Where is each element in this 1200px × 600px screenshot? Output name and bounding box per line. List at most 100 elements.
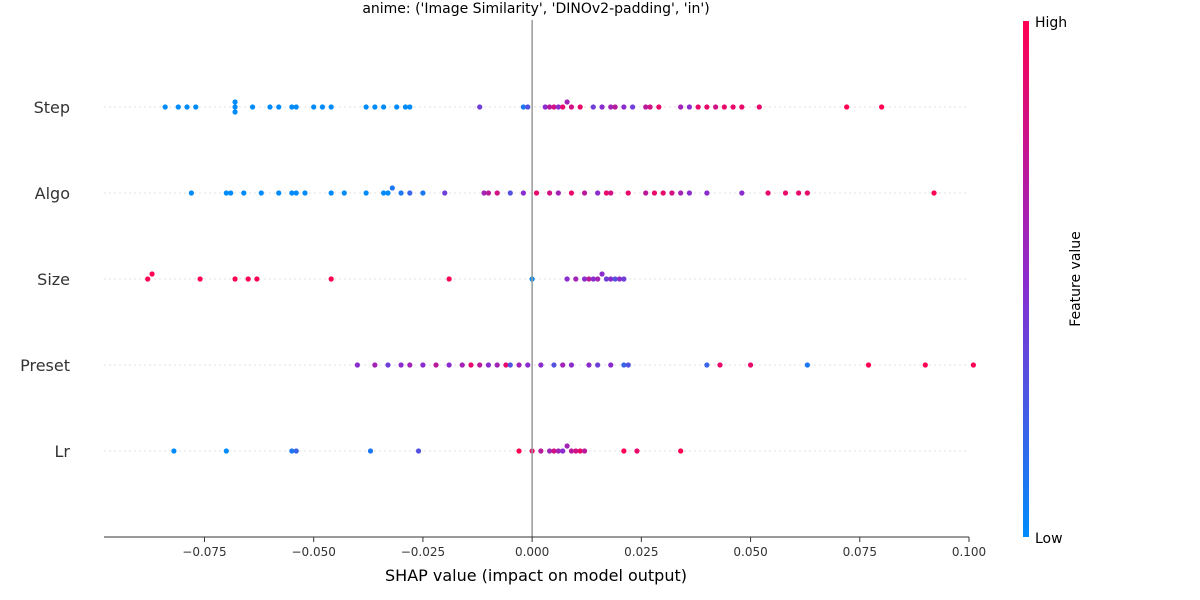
shap-point xyxy=(721,104,727,110)
x-tick-label: 0.000 xyxy=(515,545,549,559)
shap-point xyxy=(398,362,404,368)
shap-point xyxy=(756,104,762,110)
shap-point xyxy=(149,271,155,277)
shap-point xyxy=(678,448,684,454)
shap-point xyxy=(232,99,238,105)
colorbar-title: Feature value xyxy=(1068,231,1084,327)
shap-point xyxy=(289,190,295,196)
shap-point xyxy=(621,362,627,368)
shap-point xyxy=(494,362,500,368)
shap-point xyxy=(289,448,295,454)
shap-point xyxy=(660,190,666,196)
shap-point xyxy=(625,190,631,196)
shap-point xyxy=(442,190,448,196)
shap-point xyxy=(651,190,658,196)
shap-point xyxy=(538,448,544,454)
shap-point xyxy=(446,362,452,368)
shap-point xyxy=(739,104,745,110)
shap-point xyxy=(730,104,736,110)
shap-point xyxy=(612,104,618,110)
shap-point xyxy=(796,190,802,196)
shap-point xyxy=(477,362,483,368)
shap-point xyxy=(621,448,627,454)
shap-point xyxy=(254,276,260,282)
shap-point xyxy=(590,276,596,282)
shap-point xyxy=(844,104,850,110)
shap-point xyxy=(354,362,360,368)
shap-point xyxy=(184,104,190,110)
shap-point xyxy=(647,104,653,110)
shap-point xyxy=(608,276,614,282)
feature-label-step: Step xyxy=(34,98,70,117)
shap-point xyxy=(551,362,557,368)
shap-point xyxy=(630,104,636,110)
shap-point xyxy=(520,104,526,110)
shap-point xyxy=(249,104,256,110)
shap-point xyxy=(245,276,251,282)
shap-point xyxy=(765,190,771,196)
shap-point xyxy=(538,362,544,368)
shap-point xyxy=(516,362,522,368)
shap-point xyxy=(542,104,548,110)
shap-point xyxy=(459,362,465,368)
shap-point xyxy=(547,448,553,454)
shap-point xyxy=(276,190,282,196)
shap-point xyxy=(704,362,710,368)
shap-point xyxy=(363,190,369,196)
shap-point xyxy=(162,104,168,110)
shap-point xyxy=(503,362,509,368)
shap-point xyxy=(494,190,500,196)
shap-point xyxy=(608,104,614,110)
x-tick-label: −0.025 xyxy=(401,545,445,559)
colorbar-high-label: High xyxy=(1035,15,1067,31)
shap-point xyxy=(678,104,684,110)
shap-point xyxy=(328,276,334,282)
shap-point xyxy=(385,362,391,368)
shap-point xyxy=(686,190,693,196)
shap-point xyxy=(551,104,557,110)
shap-point xyxy=(747,362,754,368)
shap-point xyxy=(446,276,452,282)
shap-point xyxy=(175,104,181,110)
shap-point xyxy=(433,362,439,368)
shap-point xyxy=(643,104,649,110)
shap-point xyxy=(590,104,596,110)
shap-point xyxy=(293,448,299,454)
shap-point xyxy=(193,104,199,110)
shap-point xyxy=(188,190,194,196)
points-layer xyxy=(145,99,976,454)
shap-point xyxy=(171,448,177,454)
shap-point xyxy=(319,104,326,110)
shap-point xyxy=(507,190,513,196)
shap-point xyxy=(568,190,575,196)
shap-point xyxy=(573,448,579,454)
shap-point xyxy=(608,362,614,368)
shap-point xyxy=(568,362,575,368)
shap-point xyxy=(420,190,426,196)
shap-point xyxy=(595,276,601,282)
shap-point xyxy=(595,362,601,368)
shap-point xyxy=(603,276,609,282)
shap-point xyxy=(341,190,347,196)
shap-point xyxy=(485,190,492,196)
shap-point xyxy=(634,448,640,454)
shap-point xyxy=(232,109,238,115)
shap-point xyxy=(328,190,334,196)
shap-point xyxy=(656,104,662,110)
x-tick-label: 0.025 xyxy=(624,545,658,559)
shap-point xyxy=(922,362,928,368)
shap-point xyxy=(420,362,426,368)
shap-point xyxy=(223,190,229,196)
shap-point xyxy=(643,190,649,196)
shap-point xyxy=(555,104,561,110)
shap-point xyxy=(402,104,409,110)
shap-point xyxy=(704,190,710,196)
shap-point xyxy=(581,190,588,196)
shap-point xyxy=(865,362,872,368)
shap-point xyxy=(477,104,483,110)
shap-point xyxy=(621,104,627,110)
shap-point xyxy=(232,276,238,282)
x-tick-label: −0.075 xyxy=(182,545,226,559)
shap-point xyxy=(289,104,295,110)
x-axis-ticks: −0.075 −0.050 −0.025 0.000 0.025 0.050 0.075 0.… xyxy=(182,537,986,559)
